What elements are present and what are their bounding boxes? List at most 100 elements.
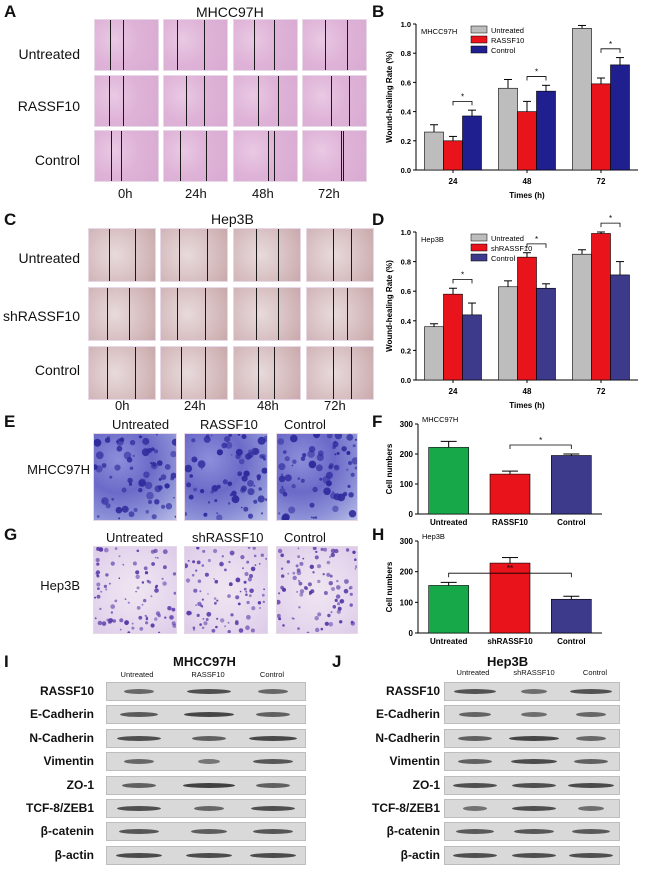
x-axis-label: Times (h) — [509, 401, 545, 410]
panel-label-e: E — [4, 412, 16, 431]
wound-micrograph — [94, 19, 159, 71]
wound-edge-line — [256, 229, 257, 281]
panel-label-b: B — [372, 2, 385, 21]
wound-edge-line — [258, 76, 259, 126]
panel-a-row-label: Control — [34, 152, 80, 168]
wound-edge-line — [109, 229, 110, 281]
x-tick-label: 24 — [449, 387, 458, 396]
x-tick-label: 72 — [597, 177, 606, 186]
significance-bracket — [452, 278, 473, 284]
panel-label-i: I — [4, 652, 9, 671]
protein-band — [198, 759, 220, 765]
transwell-image — [276, 433, 358, 521]
protein-band — [187, 689, 231, 694]
panel-c-time-label: 48h — [257, 398, 279, 413]
y-tick-label: 0.6 — [401, 78, 411, 87]
blot-strip — [106, 682, 306, 701]
wound-edge-line — [347, 20, 348, 70]
protein-band — [119, 829, 159, 835]
panel-i-title: MHCC97H — [173, 654, 236, 669]
protein-band — [458, 735, 492, 741]
panel-label-f: F — [372, 412, 383, 431]
bar — [572, 28, 592, 171]
protein-band — [250, 852, 296, 858]
protein-band — [569, 852, 613, 858]
protein-band — [456, 829, 494, 835]
protein-band — [116, 852, 162, 858]
y-tick-label: 0.2 — [401, 137, 411, 146]
bar — [428, 447, 469, 515]
wound-micrograph — [163, 130, 228, 182]
wound-edge-line — [181, 347, 182, 399]
wound-edge-line — [274, 347, 275, 399]
y-tick-label: 0.6 — [401, 287, 411, 296]
inset-label: MHCC97H — [421, 27, 457, 36]
protein-band — [186, 852, 232, 858]
bar — [489, 562, 531, 634]
protein-band — [511, 759, 557, 765]
wound-micrograph — [306, 346, 374, 400]
transwell-image — [93, 433, 177, 521]
blot-strip — [106, 752, 306, 772]
blot-protein-label: β-actin — [400, 847, 440, 862]
wound-micrograph — [306, 228, 374, 282]
legend-swatch — [470, 35, 488, 44]
wound-edge-line — [204, 20, 205, 70]
y-tick-label: 0.8 — [401, 258, 411, 267]
wound-edge-line — [110, 20, 111, 70]
wound-edge-line — [256, 288, 257, 340]
wound-edge-line — [109, 76, 110, 126]
y-tick-label: 0.4 — [401, 108, 412, 117]
y-tick-label: 100 — [400, 598, 414, 607]
panel-i-col-label: RASSF10 — [191, 670, 225, 679]
x-tick-label: RASSF10 — [492, 518, 529, 527]
blot-strip — [444, 705, 620, 725]
inset-label: Hep3B — [421, 235, 444, 244]
panel-c-row-label: Untreated — [18, 250, 80, 266]
bar — [572, 253, 592, 381]
y-tick-label: 0.0 — [401, 166, 411, 175]
significance-bracket — [600, 222, 621, 228]
y-tick-label: 200 — [400, 450, 414, 459]
blot-protein-label: β-catenin — [386, 824, 440, 839]
significance-mark: * — [535, 235, 538, 244]
blot-protein-label: Vimentin — [43, 754, 94, 769]
chart-b-wound-healing-mhcc97h: 0.0 0.2 0.4 0.6 0.8 1.0 Wound-healing Rate (%)… — [385, 20, 638, 200]
y-tick-label: 100 — [400, 480, 414, 489]
significance-bracket — [448, 572, 572, 578]
protein-band — [258, 689, 288, 694]
wound-micrograph — [233, 19, 298, 71]
wound-micrograph — [163, 19, 228, 71]
cell-stain-dots — [94, 547, 176, 633]
wound-edge-line — [347, 288, 348, 340]
bar — [462, 314, 482, 381]
x-tick-label: 48 — [523, 387, 532, 396]
panel-a-time-label: 24h — [185, 186, 207, 201]
panel-label-d: D — [372, 210, 385, 229]
wound-micrograph — [302, 19, 367, 71]
panel-j-col-label: Untreated — [456, 668, 490, 677]
significance-mark: * — [535, 68, 538, 77]
inset-label: Hep3B — [422, 532, 445, 541]
panel-j-col-label: Control — [582, 668, 608, 677]
significance-bracket — [452, 100, 473, 106]
protein-band — [253, 829, 293, 835]
bar — [498, 87, 518, 171]
panel-i-col-label: Untreated — [120, 670, 154, 679]
wound-edge-line — [121, 131, 122, 181]
blot-protein-label: TCF-8/ZEB1 — [25, 801, 94, 815]
bar — [536, 90, 556, 171]
wound-micrograph — [233, 346, 301, 400]
panel-label-h: H — [372, 525, 385, 544]
panel-c-title: Hep3B — [211, 211, 254, 227]
wound-edge-line — [107, 288, 108, 340]
blot-strip — [106, 799, 306, 818]
wound-edge-line — [278, 229, 279, 281]
protein-band — [453, 852, 497, 858]
panel-i-col-label: Control — [259, 670, 285, 679]
panel-label-c: C — [4, 210, 17, 229]
y-tick-label: 200 — [400, 568, 414, 577]
x-tick-label: 72 — [597, 387, 606, 396]
chart-f-cell-numbers-mhcc97h: 0 100 200 300 Cell numbers MHCC97H Untreated RA… — [385, 415, 602, 527]
panel-a-time-label: 0h — [118, 186, 133, 201]
